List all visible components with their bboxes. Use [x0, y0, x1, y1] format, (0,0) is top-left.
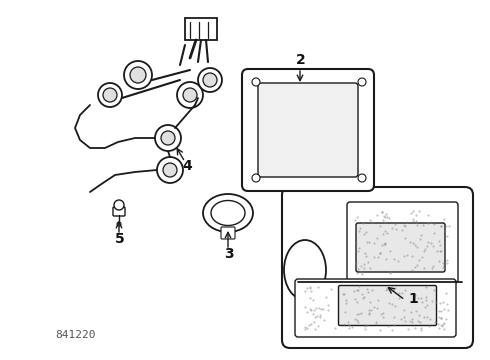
FancyBboxPatch shape [258, 83, 358, 177]
FancyBboxPatch shape [295, 279, 456, 337]
Circle shape [161, 131, 175, 145]
Circle shape [114, 200, 124, 210]
Circle shape [155, 125, 181, 151]
FancyBboxPatch shape [242, 69, 374, 191]
Circle shape [183, 88, 197, 102]
Circle shape [252, 78, 260, 86]
FancyBboxPatch shape [113, 207, 125, 216]
Circle shape [358, 174, 366, 182]
Circle shape [157, 157, 183, 183]
Ellipse shape [284, 240, 326, 300]
FancyBboxPatch shape [356, 223, 445, 272]
Ellipse shape [211, 201, 245, 225]
Text: 841220: 841220 [55, 330, 96, 340]
Text: 1: 1 [408, 292, 418, 306]
Text: 2: 2 [296, 53, 306, 67]
Text: 3: 3 [224, 247, 234, 261]
Circle shape [198, 68, 222, 92]
Text: 5: 5 [115, 232, 125, 246]
Circle shape [163, 163, 177, 177]
Circle shape [103, 88, 117, 102]
Circle shape [358, 78, 366, 86]
Circle shape [252, 174, 260, 182]
FancyBboxPatch shape [185, 18, 217, 40]
Circle shape [177, 82, 203, 108]
Circle shape [130, 67, 146, 83]
Circle shape [117, 222, 121, 226]
Text: 4: 4 [182, 159, 192, 173]
FancyBboxPatch shape [282, 187, 473, 348]
Ellipse shape [203, 194, 253, 232]
Circle shape [124, 61, 152, 89]
Circle shape [203, 73, 217, 87]
FancyBboxPatch shape [221, 227, 235, 239]
Circle shape [98, 83, 122, 107]
FancyBboxPatch shape [339, 285, 437, 325]
FancyBboxPatch shape [347, 202, 458, 283]
